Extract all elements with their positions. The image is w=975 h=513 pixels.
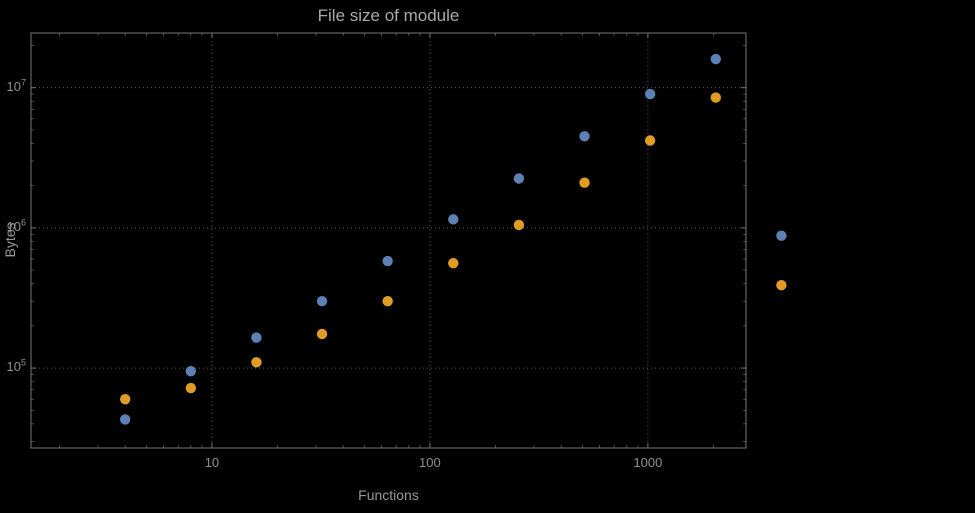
x-axis-label: Functions — [358, 487, 419, 503]
y-axis-label: Bytes — [2, 222, 18, 258]
data-point-series-orange — [251, 357, 262, 368]
x-tick-label: 1000 — [633, 455, 663, 470]
data-point-series-blue — [119, 414, 131, 425]
data-point-series-orange — [710, 92, 721, 103]
data-point-series-orange — [185, 382, 197, 394]
data-point-series-orange — [382, 295, 393, 307]
data-point-series-orange — [644, 135, 656, 146]
x-tick-label: 100 — [419, 455, 441, 470]
chart-title: File size of module — [317, 6, 460, 25]
data-point-series-orange — [119, 393, 131, 405]
data-point-series-blue — [316, 295, 328, 307]
data-point-series-blue — [448, 214, 459, 225]
data-point-series-blue — [185, 366, 197, 377]
y-tick-label: 105 — [6, 357, 26, 375]
y-tick-label: 107 — [6, 77, 26, 94]
x-tick-label: 10 — [204, 455, 220, 470]
plot-frame — [30, 32, 747, 449]
data-point-series-blue — [579, 131, 590, 142]
data-point-series-orange — [513, 219, 525, 231]
data-point-series-orange — [776, 280, 787, 291]
data-point-series-blue — [251, 332, 262, 343]
data-point-series-blue — [382, 255, 393, 267]
data-point-series-blue — [644, 88, 656, 100]
y-tick-label: 106 — [6, 217, 26, 234]
data-point-series-blue — [710, 53, 721, 65]
data-point-series-orange — [579, 177, 590, 188]
data-point-series-orange — [316, 328, 328, 340]
data-point-series-blue — [776, 230, 787, 241]
data-point-series-orange — [448, 257, 459, 269]
data-point-series-blue — [513, 173, 525, 184]
